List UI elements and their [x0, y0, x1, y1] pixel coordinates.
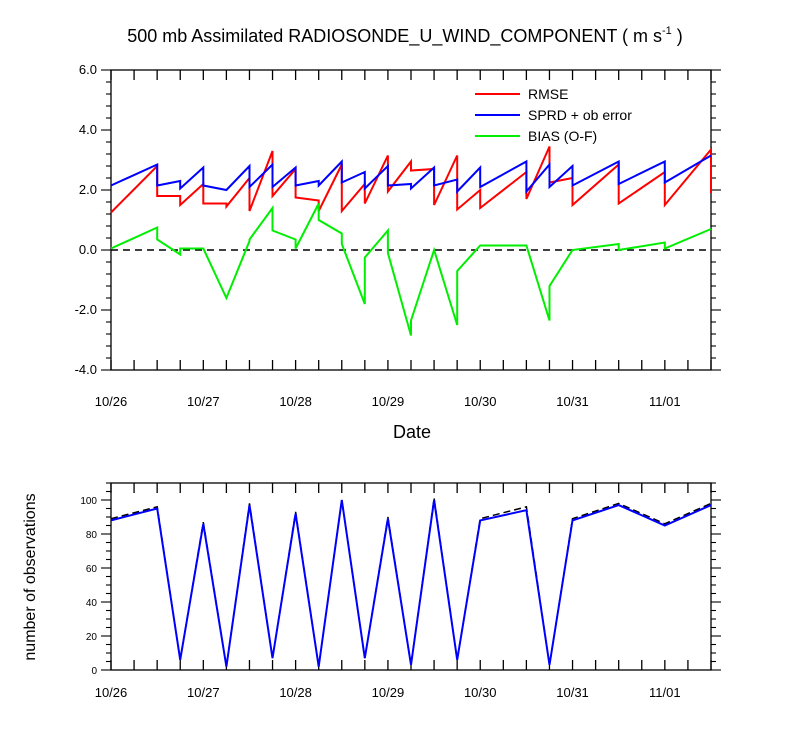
bottom-ytick-label: 0	[91, 666, 97, 677]
legend-label-2: BIAS (O-F)	[528, 128, 597, 144]
top-xtick-label: 10/31	[556, 394, 589, 409]
bottom-ytick-label: 80	[86, 530, 98, 541]
top-chart-title-end: )	[672, 26, 683, 46]
series-line-rmse	[110, 146, 712, 214]
top-ytick-label: 4.0	[79, 122, 97, 137]
series-line-sprd-ob-error	[110, 154, 712, 195]
bottom-chart: 0 20 40 60 80 100 10/26 10/27 10/28 10/29 10/30 10/…	[80, 482, 721, 700]
top-chart: -4.0 -2.0 0.0 2.0 4.0 6.0 10/26 10/27 10/28 10/29…	[75, 62, 721, 409]
top-ytick-label: 6.0	[79, 62, 97, 77]
top-xtick-label: 10/29	[372, 394, 405, 409]
top-ytick-label: 0.0	[79, 242, 97, 257]
top-chart-xlabel: Date	[393, 422, 431, 442]
bottom-xtick-label: 10/26	[95, 685, 128, 700]
top-xtick-label: 11/01	[649, 394, 681, 409]
top-ytick-label: 2.0	[79, 182, 97, 197]
bottom-ytick-label: 60	[86, 564, 98, 575]
bottom-series-line-assimilated	[110, 499, 712, 667]
top-chart-title-sup: -1	[662, 25, 672, 37]
bottom-plot-frame	[110, 482, 712, 671]
bottom-series-line-possible	[110, 498, 712, 667]
bottom-chart-ylabel: number of observations	[22, 493, 39, 660]
top-chart-title: 500 mb Assimilated RADIOSONDE_U_WIND_COM…	[127, 25, 683, 47]
bottom-ytick-label: 40	[86, 598, 98, 609]
top-xtick-label: 10/28	[279, 394, 312, 409]
bottom-xtick-label: 11/01	[649, 685, 681, 700]
top-xtick-label: 10/30	[464, 394, 497, 409]
top-ytick-label: -2.0	[75, 302, 97, 317]
bottom-ytick-label: 100	[80, 496, 97, 507]
bottom-xtick-label: 10/28	[279, 685, 312, 700]
bottom-xtick-label: 10/29	[372, 685, 405, 700]
legend-label-0: RMSE	[528, 86, 568, 102]
legend-label-1: SPRD + ob error	[528, 107, 632, 123]
top-xtick-label: 10/27	[187, 394, 220, 409]
top-xtick-label: 10/26	[95, 394, 128, 409]
bottom-xtick-label: 10/31	[556, 685, 589, 700]
bottom-xtick-label: 10/27	[187, 685, 220, 700]
top-chart-title-main: 500 mb Assimilated RADIOSONDE_U_WIND_COM…	[127, 26, 662, 47]
bottom-xtick-label: 10/30	[464, 685, 497, 700]
series-line-bias-o-f	[110, 203, 712, 336]
top-ytick-label: -4.0	[75, 362, 97, 377]
bottom-ytick-label: 20	[86, 632, 98, 643]
